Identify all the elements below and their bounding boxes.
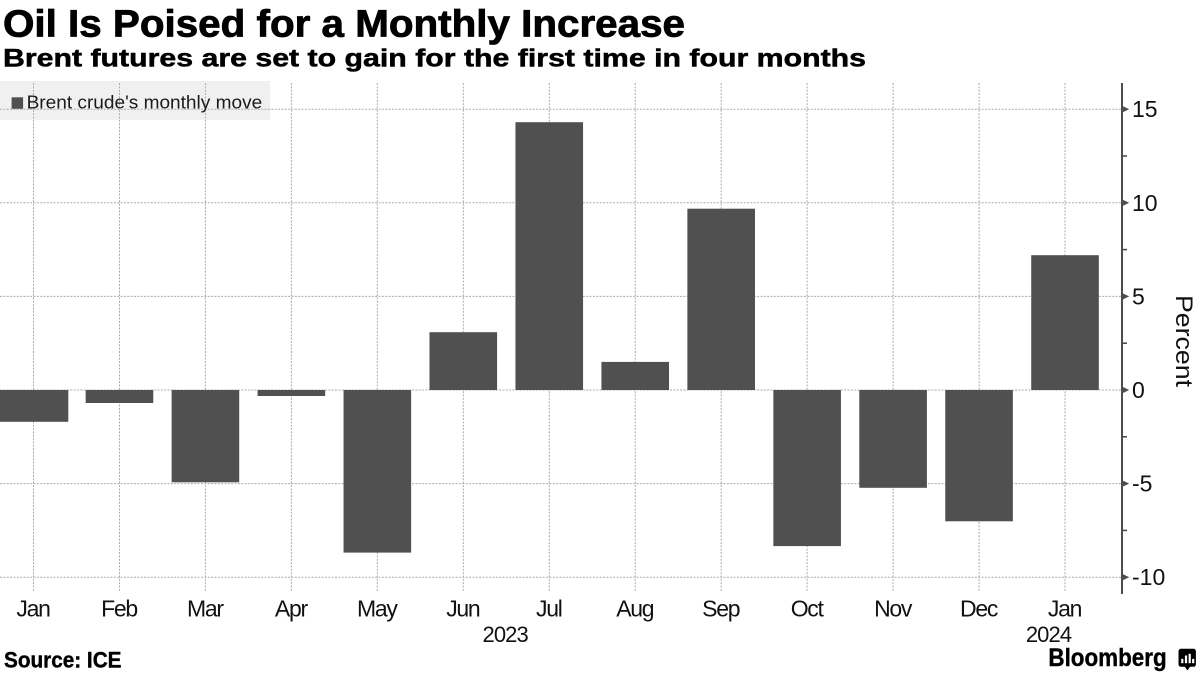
svg-text:2024: 2024 [1026,622,1072,647]
svg-text:Jan: Jan [1048,596,1082,622]
svg-text:Brent futures are set to gain: Brent futures are set to gain for the fi… [3,44,866,72]
svg-text:Source: ICE: Source: ICE [4,648,122,673]
svg-text:-5: -5 [1132,471,1152,497]
svg-text:15: 15 [1132,96,1158,122]
svg-text:10: 10 [1132,190,1158,216]
svg-text:Brent crude's monthly move: Brent crude's monthly move [27,93,263,113]
svg-text:Apr: Apr [275,596,309,622]
svg-text:Aug: Aug [616,596,654,622]
svg-text:May: May [357,596,398,622]
svg-text:Jan: Jan [16,596,50,622]
svg-text:Bloomberg: Bloomberg [1048,644,1166,672]
svg-text:Nov: Nov [874,596,913,622]
svg-text:0: 0 [1132,377,1145,403]
svg-text:Oct: Oct [791,596,825,622]
svg-text:Mar: Mar [187,596,224,622]
svg-text:Oil Is Poised for a Monthly In: Oil Is Poised for a Monthly Increase [3,4,685,46]
svg-text:Percent: Percent [1170,295,1197,387]
svg-text:Feb: Feb [101,596,137,622]
svg-text:-10: -10 [1132,564,1165,590]
svg-text:Sep: Sep [702,596,740,622]
svg-text:2023: 2023 [483,622,529,647]
svg-text:5: 5 [1132,283,1145,309]
svg-text:Jun: Jun [446,596,480,622]
svg-text:Jul: Jul [536,596,562,622]
svg-text:Dec: Dec [960,596,998,622]
